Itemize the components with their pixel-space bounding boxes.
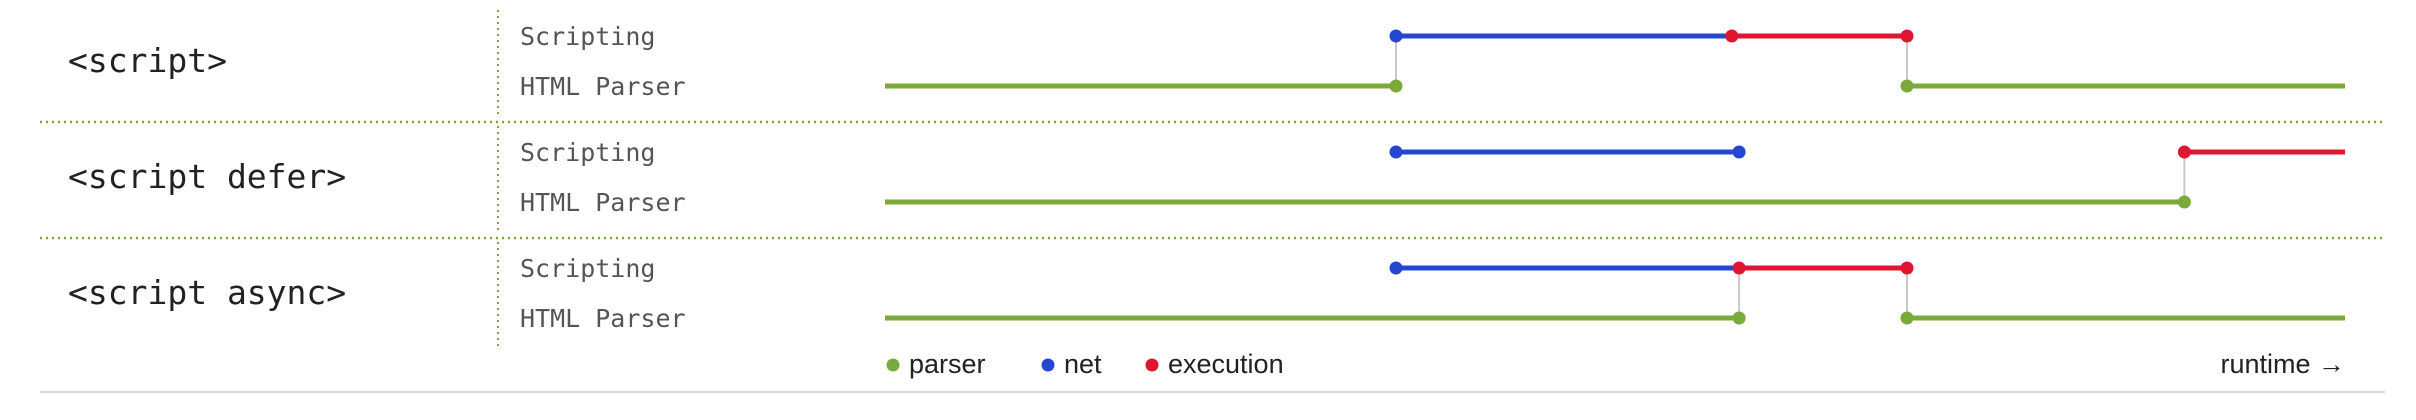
scripting-track-label: Scripting (520, 138, 655, 167)
runtime-axis-label: runtime → (2220, 349, 2345, 379)
row-label: <script> (68, 41, 227, 80)
execution-legend-label: execution (1168, 349, 1284, 379)
scripting-track-label: Scripting (520, 254, 655, 283)
parser-legend-dot (886, 358, 900, 372)
parser-track-label: HTML Parser (520, 188, 686, 217)
net-legend-dot (1041, 358, 1055, 372)
parser-track-label: HTML Parser (520, 72, 686, 101)
parser-legend-label: parser (909, 349, 986, 379)
net-legend-label: net (1064, 349, 1102, 379)
net-dot (1389, 261, 1403, 275)
net-dot (1389, 145, 1403, 159)
execution-dot (2177, 145, 2191, 159)
execution-dot (1900, 261, 1914, 275)
scripting-track-label: Scripting (520, 22, 655, 51)
execution-dot (1732, 261, 1746, 275)
parser-dot (1732, 311, 1746, 325)
parser-dot (1900, 79, 1914, 93)
parser-dot (1900, 311, 1914, 325)
parser-dot (1389, 79, 1403, 93)
parser-track-label: HTML Parser (520, 304, 686, 333)
parser-dot (2177, 195, 2191, 209)
execution-dot (1900, 29, 1914, 43)
execution-legend-dot (1145, 358, 1159, 372)
net-dot (1389, 29, 1403, 43)
net-dot (1732, 145, 1746, 159)
row-label: <script async> (68, 273, 346, 312)
row-label: <script defer> (68, 157, 346, 196)
execution-dot (1725, 29, 1739, 43)
